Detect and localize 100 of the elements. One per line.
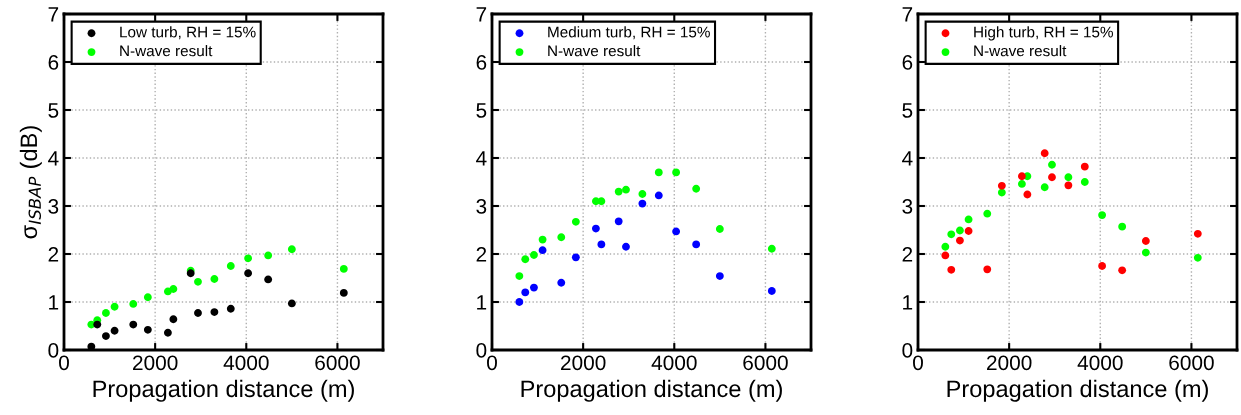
point: [264, 275, 273, 284]
point: [538, 235, 547, 244]
x-tick-label: 6000: [1169, 355, 1214, 371]
point: [339, 288, 348, 297]
point: [102, 309, 110, 317]
point: [767, 287, 776, 295]
y-tick-label: 1: [477, 295, 487, 310]
point: [1023, 190, 1032, 199]
legend-label: N-wave result: [120, 45, 213, 57]
point: [244, 269, 253, 278]
point: [715, 225, 724, 233]
legend-label: Medium turb, RH = 15%: [548, 26, 710, 40]
point: [654, 168, 663, 177]
point: [1017, 172, 1026, 181]
point: [654, 191, 663, 200]
y-tick-label: 1: [903, 295, 913, 310]
point: [169, 315, 178, 324]
point: [941, 242, 950, 251]
point: [997, 188, 1006, 197]
point: [692, 184, 701, 193]
point: [1118, 222, 1127, 231]
y-tick-label: 6: [902, 55, 913, 70]
y-tick-label: 4: [902, 151, 913, 166]
point: [1141, 248, 1150, 257]
point: [210, 275, 219, 283]
y-tick-label: 4: [48, 151, 59, 166]
point: [538, 246, 547, 255]
point: [339, 264, 348, 273]
y-tick-label: 6: [48, 55, 59, 70]
point: [964, 227, 973, 235]
point: [1080, 162, 1089, 171]
point: [1118, 266, 1127, 275]
point: [129, 320, 138, 329]
legend-label: Low turb, RH = 15%: [120, 26, 256, 40]
y-tick-label: 2: [476, 247, 487, 262]
point: [557, 233, 566, 242]
point: [110, 326, 119, 335]
point: [672, 168, 681, 177]
point: [964, 215, 973, 224]
point: [622, 185, 630, 194]
point: [1017, 179, 1026, 188]
point: [947, 230, 956, 239]
point: [672, 227, 681, 236]
point: [87, 342, 96, 350]
point: [983, 265, 992, 274]
legend-label: High turb, RH = 15%: [974, 26, 1113, 41]
point: [1098, 262, 1107, 270]
point: [163, 328, 172, 337]
point: [1040, 183, 1049, 192]
point: [941, 251, 950, 260]
y-tick-label: 7: [902, 7, 913, 22]
point: [1193, 229, 1202, 238]
point: [571, 253, 580, 262]
point: [1064, 173, 1073, 182]
point: [530, 251, 538, 259]
point: [638, 190, 647, 198]
point: [102, 332, 110, 341]
point: [1048, 173, 1056, 182]
x-tick-label: 2000: [133, 355, 178, 371]
point: [244, 254, 253, 263]
legend-label: N-wave result: [974, 45, 1067, 57]
point: [143, 293, 152, 302]
point: [557, 278, 566, 287]
y-tick-label: 3: [902, 199, 913, 214]
point: [947, 265, 956, 274]
y-tick-label: 7: [48, 7, 59, 22]
y-tick-label: 0: [476, 343, 487, 358]
y-tick-label: 2: [48, 247, 59, 262]
point: [597, 240, 606, 249]
point: [1048, 160, 1056, 169]
y-axis-title: σ$_{ISBAP}$ (dB): [19, 126, 42, 239]
x-tick-label: 0: [487, 355, 497, 371]
point: [129, 299, 138, 308]
point: [1141, 237, 1150, 245]
y-tick-label: 0: [902, 343, 913, 358]
y-tick-label: 3: [476, 199, 487, 214]
point: [521, 255, 530, 264]
point: [287, 299, 296, 308]
point: [956, 226, 964, 235]
x-tick-label: 4000: [223, 355, 269, 371]
point: [692, 240, 701, 249]
x-tick-label: 2000: [561, 355, 606, 371]
point: [515, 298, 524, 306]
y-tick-label: 7: [476, 7, 487, 22]
legend-label: N-wave result: [548, 45, 641, 57]
point: [93, 320, 102, 329]
y-tick-label: 6: [476, 55, 487, 70]
point: [530, 283, 538, 292]
point: [1193, 253, 1202, 262]
point: [110, 302, 119, 311]
point: [194, 277, 202, 286]
x-tick-label: 6000: [315, 355, 360, 371]
point: [614, 187, 623, 196]
point: [226, 304, 235, 313]
point: [287, 245, 296, 254]
y-tick-label: 5: [48, 103, 59, 118]
point: [1098, 211, 1107, 220]
point: [169, 285, 178, 293]
point: [614, 217, 623, 226]
y-tick-label: 1: [49, 295, 59, 310]
